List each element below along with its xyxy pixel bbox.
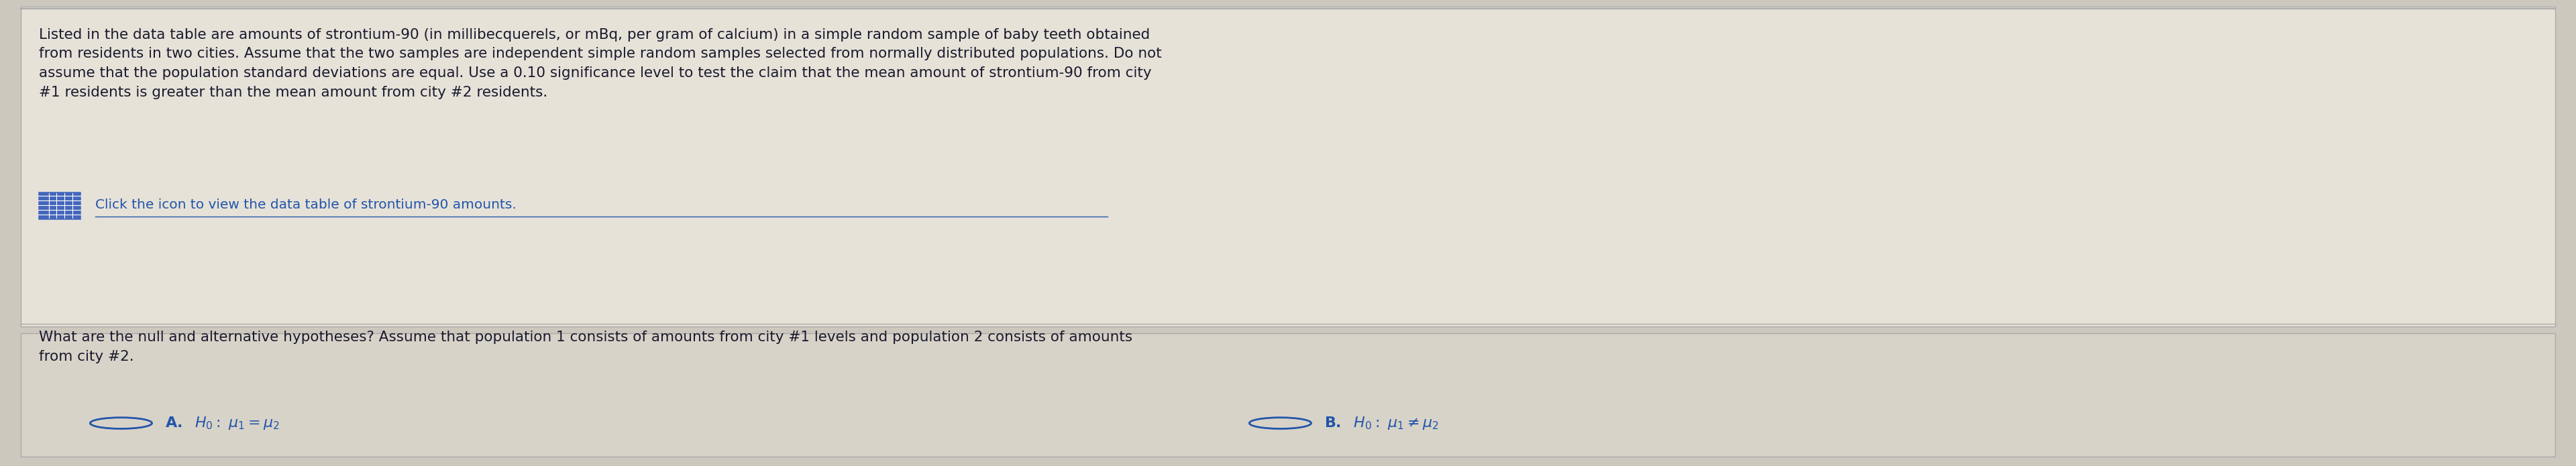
Text: $\mathbf{B.}$  $H_0{:}\ \mu_1 \neq \mu_2$: $\mathbf{B.}$ $H_0{:}\ \mu_1 \neq \mu_2$ (1324, 415, 1440, 431)
Text: $\mathbf{A.}$  $H_0{:}\ \mu_1 = \mu_2$: $\mathbf{A.}$ $H_0{:}\ \mu_1 = \mu_2$ (165, 415, 281, 431)
Text: What are the null and alternative hypotheses? Assume that population 1 consists : What are the null and alternative hypoth… (39, 331, 1133, 363)
Text: Click the icon to view the data table of strontium-90 amounts.: Click the icon to view the data table of… (95, 199, 515, 212)
Text: Listed in the data table are amounts of strontium-90 (in millibecquerels, or mBq: Listed in the data table are amounts of … (39, 28, 1162, 99)
